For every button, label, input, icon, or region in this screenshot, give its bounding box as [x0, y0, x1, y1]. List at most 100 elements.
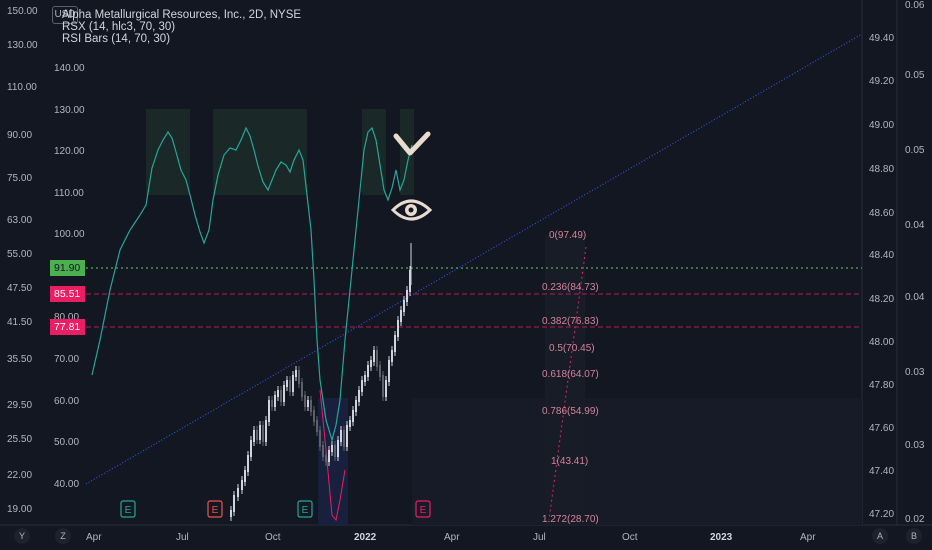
fib-level-label: 0.618(64.07)	[542, 369, 599, 380]
fib-level-label: 0.786(54.99)	[542, 406, 599, 417]
price-tick: 100.00	[54, 229, 85, 240]
right-tick: 48.60	[869, 208, 894, 219]
candle-body	[256, 430, 258, 440]
time-tick: 2022	[354, 532, 377, 543]
candle-body	[361, 380, 363, 392]
far-tick: 0.06	[905, 0, 925, 11]
candle-body	[237, 488, 239, 497]
time-tick: Jul	[533, 532, 546, 543]
earnings-marker[interactable]	[207, 500, 223, 518]
axis-button-b[interactable]: B	[906, 528, 922, 544]
indicator-rsx[interactable]: RSX (14, hlc3, 70, 30)	[62, 21, 176, 33]
candle-body	[241, 480, 243, 490]
candle-body	[230, 510, 232, 517]
far-tick: 0.03	[905, 440, 925, 451]
earnings-markers[interactable]: E E E E	[120, 500, 431, 518]
chevron-down-icon[interactable]	[393, 131, 431, 156]
price-tick: 25.50	[7, 434, 32, 445]
candle-body	[373, 350, 375, 362]
rsx-line[interactable]	[91, 126, 413, 443]
right-tick: 47.40	[869, 466, 894, 477]
candle-body	[319, 430, 321, 447]
candle-body	[388, 360, 390, 382]
price-tick: 63.00	[7, 215, 32, 226]
candle-body	[334, 445, 336, 457]
candle-body	[292, 375, 294, 392]
symbol-title[interactable]: Alpha Metallurgical Resources, Inc., 2D,…	[62, 9, 302, 21]
indicator-rsi-bars[interactable]: RSI Bars (14, 70, 30)	[62, 33, 171, 45]
current-price-tag: 91.90	[50, 260, 85, 276]
candle-body	[277, 390, 279, 397]
far-tick: 0.04	[905, 220, 925, 231]
candle-body	[295, 370, 297, 377]
candle-body	[397, 320, 399, 337]
candle-body	[316, 420, 318, 432]
candle-body	[367, 365, 369, 377]
candle-body	[313, 410, 315, 422]
level2-price-tag: 77.81	[50, 319, 85, 335]
far-tick: 0.02	[905, 514, 925, 525]
candle-body	[394, 335, 396, 352]
fib-level-label: 1.272(28.70)	[542, 514, 599, 525]
eye-icon[interactable]	[390, 199, 433, 221]
price-tick: 75.00	[7, 173, 32, 184]
candle-body	[382, 375, 384, 397]
candle-body	[301, 382, 303, 397]
axis-button-a[interactable]: A	[872, 528, 888, 544]
candle-body	[349, 420, 351, 427]
candle-body	[340, 430, 342, 442]
candle-body	[244, 470, 246, 482]
candle-body	[310, 400, 312, 412]
fib-level-label: 1(43.41)	[551, 456, 588, 467]
candle-body	[376, 350, 378, 367]
candle-body	[262, 425, 264, 442]
rsi-overbought-zones	[146, 109, 414, 195]
price-candles[interactable]	[230, 243, 412, 521]
right-tick: 49.40	[869, 33, 894, 44]
fib-levels: 0(97.49) 0.236(84.73) 0.382(76.83) 0.5(70.4…	[542, 230, 599, 525]
candle-body	[352, 410, 354, 422]
right-tick: 48.40	[869, 250, 894, 261]
axis-button-z[interactable]: Z	[55, 528, 71, 544]
price-tick: 29.50	[7, 400, 32, 411]
far-tick: 0.04	[905, 292, 925, 303]
candle-body	[379, 365, 381, 377]
candle-body	[358, 390, 360, 402]
price-tick: 150.00	[7, 6, 38, 17]
rsi-line-red	[319, 389, 346, 522]
candle-body	[355, 400, 357, 412]
candle-body	[307, 400, 309, 407]
right-tick: 48.20	[869, 294, 894, 305]
earnings-marker[interactable]	[415, 500, 431, 518]
right-price-axis[interactable]: 49.40 49.20 49.00 48.80 48.60 48.40 48.2…	[869, 33, 894, 520]
candle-body	[268, 400, 270, 422]
candle-body	[391, 350, 393, 362]
time-axis[interactable]: Apr Jul Oct 2022 Apr Jul Oct 2023 Apr	[86, 532, 816, 543]
price-tick: 120.00	[54, 146, 85, 157]
candle-body	[271, 400, 273, 407]
far-right-axis[interactable]: 0.06 0.05 0.05 0.04 0.04 0.03 0.03 0.02	[905, 0, 925, 525]
time-tick: Oct	[265, 532, 281, 543]
candle-body	[325, 455, 327, 462]
price-tick: 35.50	[7, 354, 32, 365]
legend: Alpha Metallurgical Resources, Inc., 2D,…	[62, 9, 301, 45]
price-tick: 130.00	[54, 105, 85, 116]
earnings-marker-label: E	[125, 505, 132, 516]
candle-body	[247, 455, 249, 472]
candle-body	[400, 310, 402, 322]
trendline[interactable]	[85, 33, 863, 485]
candle-body	[403, 300, 405, 312]
right-tick: 49.00	[869, 120, 894, 131]
candle-body	[283, 385, 285, 402]
time-tick: Jul	[176, 532, 189, 543]
left-price-axis[interactable]: 150.00 130.00 140.00 110.00 130.00 90.00…	[7, 6, 85, 515]
level1-price-tag: 85.51	[50, 286, 85, 302]
axis-button-y[interactable]: Y	[14, 528, 30, 544]
currency-badge[interactable]: USD	[52, 6, 78, 24]
earnings-marker[interactable]	[120, 500, 136, 518]
left-price-axis-bg[interactable]	[0, 0, 49, 550]
candle-body	[328, 450, 330, 462]
earnings-marker[interactable]	[297, 500, 313, 518]
candle-body	[289, 380, 291, 392]
